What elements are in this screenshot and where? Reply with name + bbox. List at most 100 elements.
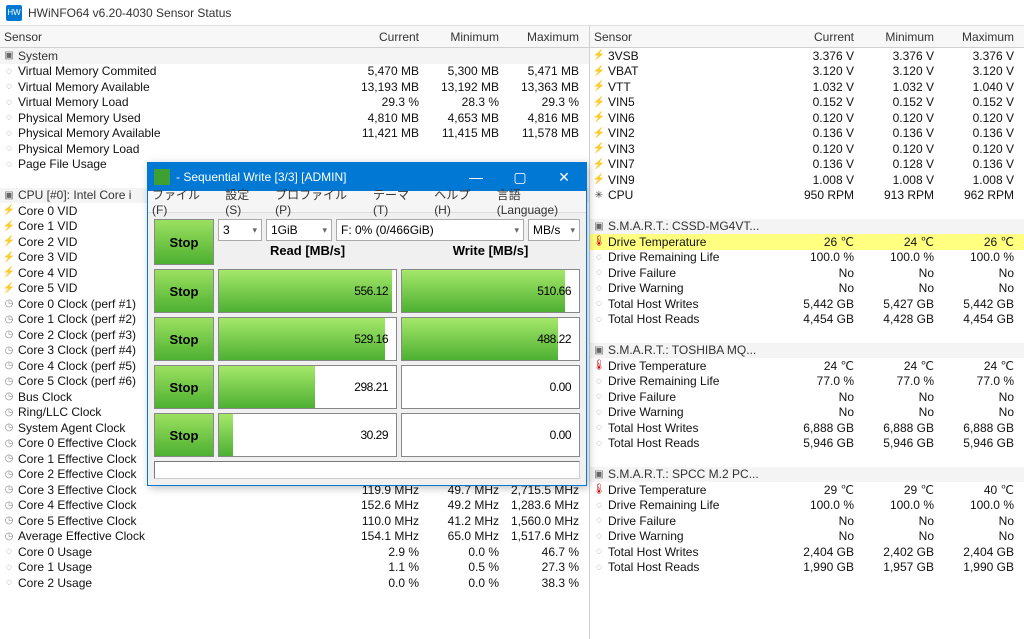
sensor-row[interactable]: ◌Virtual Memory Commited5,470 MB5,300 MB…: [0, 64, 589, 80]
sensor-row[interactable]: ◌Drive FailureNoNoNo: [590, 265, 1024, 281]
col-sensor[interactable]: Sensor: [0, 30, 349, 44]
sensor-row[interactable]: ◌Total Host Writes2,404 GB2,402 GB2,404 …: [590, 544, 1024, 560]
sensor-row[interactable]: ⚡VIN30.120 V0.120 V0.120 V: [590, 141, 1024, 157]
sensor-row[interactable]: ◌Drive FailureNoNoNo: [590, 513, 1024, 529]
bolt-icon: ⚡: [2, 205, 16, 216]
sensor-row[interactable]: ◌Drive Remaining Life100.0 %100.0 %100.0…: [590, 498, 1024, 514]
sensor-row[interactable]: ◷Average Effective Clock154.1 MHz65.0 MH…: [0, 529, 589, 545]
size-select[interactable]: 1GiB▾: [266, 219, 332, 241]
menu-help[interactable]: ヘルプ(H): [434, 186, 487, 217]
sensor-row[interactable]: 🌡Drive Temperature24 ℃24 ℃24 ℃: [590, 358, 1024, 374]
unit-select[interactable]: MB/s▾: [528, 219, 580, 241]
sensor-row[interactable]: ◌Core 0 Usage2.9 %0.0 %46.7 %: [0, 544, 589, 560]
sensor-value: 3.376 V: [784, 49, 864, 63]
stop-button[interactable]: Stop: [154, 317, 214, 361]
sensor-value: 11,415 MB: [429, 126, 509, 140]
sensor-group[interactable]: ▣System: [0, 48, 589, 64]
sensor-row[interactable]: ⚡VIN91.008 V1.008 V1.008 V: [590, 172, 1024, 188]
bench-read-cell: 556.12: [218, 269, 397, 313]
bench-value: 529.16: [354, 332, 388, 346]
sensor-row[interactable]: ◌Total Host Reads1,990 GB1,957 GB1,990 G…: [590, 560, 1024, 576]
sensor-row[interactable]: ◌Total Host Reads4,454 GB4,428 GB4,454 G…: [590, 312, 1024, 328]
col-minimum[interactable]: Minimum: [429, 30, 509, 44]
sensor-row[interactable]: 🌡Drive Temperature29 ℃29 ℃40 ℃: [590, 482, 1024, 498]
sensor-value: No: [784, 266, 864, 280]
right-pane: Sensor Current Minimum Maximum ⚡3VSB3.37…: [590, 26, 1024, 639]
sensor-row[interactable]: ⚡VTT1.032 V1.032 V1.040 V: [590, 79, 1024, 95]
sensor-row[interactable]: ◷Core 4 Effective Clock152.6 MHz49.2 MHz…: [0, 498, 589, 514]
sensor-group[interactable]: ▣S.M.A.R.T.: CSSD-MG4VT...: [590, 219, 1024, 235]
benchmark-dialog[interactable]: - Sequential Write [3/3] [ADMIN] — ▢ ✕ フ…: [147, 162, 587, 486]
dash-icon: ◌: [592, 298, 606, 309]
sensor-group[interactable]: ▣S.M.A.R.T.: SPCC M.2 PC...: [590, 467, 1024, 483]
sensor-row[interactable]: ⚡VBAT3.120 V3.120 V3.120 V: [590, 64, 1024, 80]
sensor-value: 6,888 GB: [784, 421, 864, 435]
sensor-value: No: [944, 281, 1024, 295]
chip-icon: ▣: [2, 190, 16, 201]
sensor-row[interactable]: ⚡VIN20.136 V0.136 V0.136 V: [590, 126, 1024, 142]
sensor-row[interactable]: ◌Physical Memory Used4,810 MB4,653 MB4,8…: [0, 110, 589, 126]
sensor-label: Drive Remaining Life: [608, 498, 784, 512]
sensor-row[interactable]: ◷Core 5 Effective Clock110.0 MHz41.2 MHz…: [0, 513, 589, 529]
sensor-row[interactable]: ◌Total Host Writes5,442 GB5,427 GB5,442 …: [590, 296, 1024, 312]
sensor-row[interactable]: ⚡VIN70.136 V0.128 V0.136 V: [590, 157, 1024, 173]
col-current[interactable]: Current: [349, 30, 429, 44]
sensor-value: 24 ℃: [864, 359, 944, 373]
sensor-row[interactable]: ◌Virtual Memory Load29.3 %28.3 %29.3 %: [0, 95, 589, 111]
sensor-row[interactable]: ◌Drive WarningNoNoNo: [590, 405, 1024, 421]
sensor-row[interactable]: 🌡Drive Temperature26 ℃24 ℃26 ℃: [590, 234, 1024, 250]
bench-read-cell: 298.21: [218, 365, 397, 409]
sensor-group[interactable]: ▣S.M.A.R.T.: TOSHIBA MQ...: [590, 343, 1024, 359]
sensor-row[interactable]: ⚡3VSB3.376 V3.376 V3.376 V: [590, 48, 1024, 64]
sensor-row[interactable]: ◌Core 2 Usage0.0 %0.0 %38.3 %: [0, 575, 589, 591]
sensor-row[interactable]: ◌Drive Remaining Life77.0 %77.0 %77.0 %: [590, 374, 1024, 390]
col-sensor[interactable]: Sensor: [590, 30, 784, 44]
sensor-value: 0.120 V: [944, 111, 1024, 125]
stop-button[interactable]: Stop: [154, 413, 214, 457]
col-minimum[interactable]: Minimum: [864, 30, 944, 44]
clock-icon: ◷: [2, 453, 16, 464]
sensor-row[interactable]: ◌Core 1 Usage1.1 %0.5 %27.3 %: [0, 560, 589, 576]
drive-select[interactable]: F: 0% (0/466GiB)▾: [336, 219, 524, 241]
sensor-row[interactable]: ◌Drive Remaining Life100.0 %100.0 %100.0…: [590, 250, 1024, 266]
sensor-row[interactable]: ◌Drive FailureNoNoNo: [590, 389, 1024, 405]
sensor-row[interactable]: ◌Physical Memory Available11,421 MB11,41…: [0, 126, 589, 142]
dash-icon: ◌: [592, 531, 606, 542]
menu-profile[interactable]: プロファイル(P): [275, 186, 363, 217]
sensor-row[interactable]: ⚡VIN60.120 V0.120 V0.120 V: [590, 110, 1024, 126]
sensor-label: Total Host Reads: [608, 436, 784, 450]
menu-file[interactable]: ファイル(F): [152, 186, 215, 217]
sensor-value: 27.3 %: [509, 560, 589, 574]
clock-icon: ◷: [2, 391, 16, 402]
col-maximum[interactable]: Maximum: [944, 30, 1024, 44]
sensor-value: 4,653 MB: [429, 111, 509, 125]
runs-select[interactable]: 3▾: [218, 219, 262, 241]
clock-icon: ◷: [2, 484, 16, 495]
sensor-row[interactable]: ◌Total Host Reads5,946 GB5,946 GB5,946 G…: [590, 436, 1024, 452]
sensor-value: 5,471 MB: [509, 64, 589, 78]
stop-button[interactable]: Stop: [154, 269, 214, 313]
sensor-value: 3.120 V: [784, 64, 864, 78]
sensor-row[interactable]: ✳CPU950 RPM913 RPM962 RPM: [590, 188, 1024, 204]
menu-language[interactable]: 言語(Language): [497, 186, 582, 217]
stop-all-button[interactable]: Stop: [154, 219, 214, 265]
sensor-row[interactable]: ◌Total Host Writes6,888 GB6,888 GB6,888 …: [590, 420, 1024, 436]
menu-settings[interactable]: 設定(S): [225, 186, 265, 217]
sensor-row[interactable]: ⚡VIN50.152 V0.152 V0.152 V: [590, 95, 1024, 111]
sensor-value: 13,192 MB: [429, 80, 509, 94]
sensor-value: 6,888 GB: [864, 421, 944, 435]
menu-theme[interactable]: テーマ(T): [373, 186, 424, 217]
sensor-value: 24 ℃: [864, 235, 944, 249]
sensor-row[interactable]: ◌Drive WarningNoNoNo: [590, 281, 1024, 297]
col-maximum[interactable]: Maximum: [509, 30, 589, 44]
sensor-label: Total Host Writes: [608, 421, 784, 435]
sensor-value: No: [864, 390, 944, 404]
col-current[interactable]: Current: [784, 30, 864, 44]
sensor-row[interactable]: ◌Physical Memory Load: [0, 141, 589, 157]
stop-button[interactable]: Stop: [154, 365, 214, 409]
sensor-row[interactable]: ◌Virtual Memory Available13,193 MB13,192…: [0, 79, 589, 95]
sensor-label: Core 4 Effective Clock: [18, 498, 349, 512]
sensor-label: VBAT: [608, 64, 784, 78]
sensor-row[interactable]: ◌Drive WarningNoNoNo: [590, 529, 1024, 545]
benchmark-row: Stop556.12510.66: [154, 269, 580, 313]
